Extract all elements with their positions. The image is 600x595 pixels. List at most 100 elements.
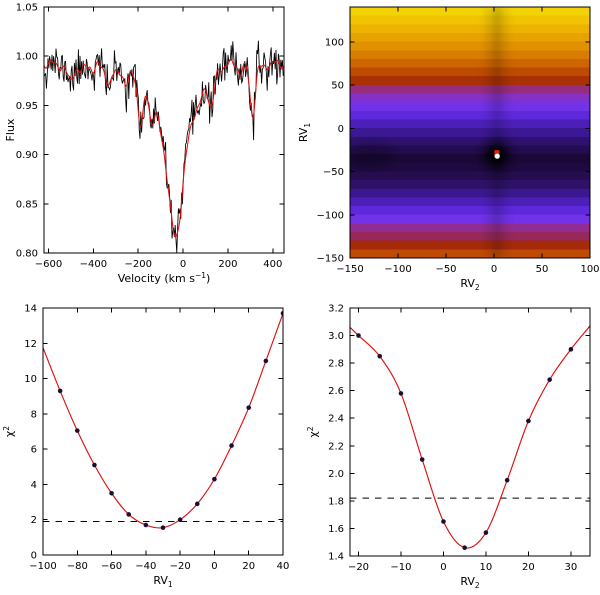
y-tick-label: −100 — [317, 210, 344, 221]
x-tick-label: 0 — [180, 259, 186, 270]
chi2-band — [350, 102, 590, 112]
x-tick-label: 20 — [242, 561, 255, 572]
y-tick-label: 2 — [31, 515, 37, 526]
x-tick-label: −20 — [170, 561, 191, 572]
data-point-marker — [547, 377, 552, 382]
data-point-marker — [212, 476, 217, 482]
y-tick-label: 6 — [31, 445, 37, 456]
y-tick-label: 2.4 — [328, 414, 344, 425]
data-point-marker — [74, 428, 80, 433]
y-tick-label: 1.4 — [328, 552, 344, 563]
y-tick-label: 0 — [31, 551, 37, 562]
data-point-marker — [483, 530, 489, 535]
chi_rv2-xlabel: RV2 — [460, 575, 480, 590]
chi2-band — [350, 197, 590, 207]
model-fit-line — [44, 58, 284, 238]
x-tick-label: −400 — [80, 259, 107, 270]
data-point-marker — [177, 517, 183, 523]
axes-spines — [349, 307, 591, 557]
data-point-marker — [126, 512, 132, 517]
data-point-marker — [462, 545, 467, 551]
y-tick-label: 4 — [31, 480, 37, 491]
chi2-band — [350, 7, 590, 17]
x-tick-label: −60 — [101, 561, 122, 572]
x-tick-label: 400 — [263, 259, 282, 270]
data-point-marker — [568, 347, 574, 352]
chi2-band — [350, 145, 590, 155]
chi_rv2-ylabel: χ2 — [306, 426, 320, 437]
chi2-band — [350, 206, 590, 216]
chi2-band — [350, 93, 590, 103]
axes-spines — [42, 307, 284, 556]
y-tick-label: 12 — [24, 339, 37, 350]
chi2-band — [350, 32, 590, 43]
x-tick-label: 0 — [440, 562, 446, 573]
y-tick-label: 2.6 — [328, 386, 344, 397]
chi_rv1-panel: −100 −80 −60 −40 −20 0 20 40 0 2 4 6 8 10 12 14 RV1 χ2 — [2, 304, 289, 590]
y-tick-label: 14 — [24, 304, 37, 315]
chi_rv1-xlabel: RV1 — [153, 574, 173, 589]
y-tick-label: 0.90 — [16, 150, 38, 161]
data-point-marker — [143, 522, 149, 528]
chi2-band — [350, 180, 590, 190]
x-tick-label: −100 — [29, 561, 56, 572]
y-tick-label: 1.8 — [328, 496, 344, 507]
chi2-band — [350, 110, 590, 121]
y-tick-label: −150 — [317, 254, 344, 265]
y-tick-label: 3.2 — [328, 304, 344, 315]
data-point-marker — [504, 477, 510, 483]
data-point-marker — [160, 525, 166, 530]
x-tick-label: 40 — [277, 561, 290, 572]
y-tick-label: 8 — [31, 409, 37, 420]
y-tick-label: 1.05 — [16, 3, 38, 14]
spectrum-panel: −600 −400 −200 0 200 400 0.80 0.85 0.90 0.95 1.00 1… — [4, 3, 285, 285]
secondary-minimum-blob — [350, 142, 396, 169]
x-tick-label: −200 — [124, 259, 151, 270]
chi_rv2-panel: −20 −10 0 10 20 30 1.4 1.6 1.8 2.0 2.2 2.4 2.6 2.8 3.0… — [306, 304, 591, 590]
axes-spines — [43, 6, 285, 254]
axes-spines — [349, 6, 591, 259]
x-tick-label: 100 — [580, 264, 599, 275]
observed-spectrum-line — [44, 40, 284, 253]
y-tick-label: 2.2 — [328, 441, 344, 452]
chi2-band — [350, 84, 590, 95]
heatmap-ylabel: RV1 — [297, 123, 312, 143]
best-fit-marker-red — [494, 150, 500, 156]
data-point-marker — [194, 501, 200, 507]
y-tick-label: 2.8 — [328, 359, 344, 370]
x-tick-label: −10 — [390, 562, 411, 573]
x-tick-label: −150 — [336, 264, 363, 275]
data-point-marker — [109, 490, 114, 496]
x-tick-label: −80 — [67, 561, 88, 572]
chi2-band — [350, 240, 590, 250]
heatmap-panel: −150 −100 −50 0 50 100 −150 −100 −50 0 50 100 RV2 RV1 — [297, 6, 600, 292]
chi2-curve — [43, 313, 283, 529]
chi2-band — [350, 15, 590, 25]
y-tick-label: 10 — [24, 374, 37, 385]
data-point-marker — [263, 358, 269, 364]
chi2-band — [350, 67, 590, 77]
y-tick-label: 100 — [325, 37, 344, 48]
x-tick-label: −600 — [35, 259, 62, 270]
x-tick-label: 10 — [480, 562, 493, 573]
data-point-marker — [57, 388, 63, 394]
x-tick-label: 20 — [522, 562, 535, 573]
chi2-band — [350, 223, 590, 233]
x-tick-label: 0 — [211, 561, 217, 572]
data-point-marker — [526, 418, 531, 424]
chi2-band — [350, 128, 590, 138]
x-tick-label: −20 — [348, 562, 369, 573]
chi2-band — [350, 76, 590, 86]
data-point-marker — [229, 443, 234, 448]
data-point-marker — [92, 462, 97, 468]
data-point-marker — [441, 519, 446, 524]
chi2-band — [350, 249, 590, 258]
data-point-marker — [280, 310, 283, 316]
y-tick-label: 50 — [331, 81, 344, 92]
data-point-marker — [398, 391, 404, 396]
y-tick-label: −50 — [323, 167, 344, 178]
chi2-band — [350, 232, 590, 242]
chi2-band — [350, 50, 590, 60]
x-tick-label: 200 — [218, 259, 237, 270]
